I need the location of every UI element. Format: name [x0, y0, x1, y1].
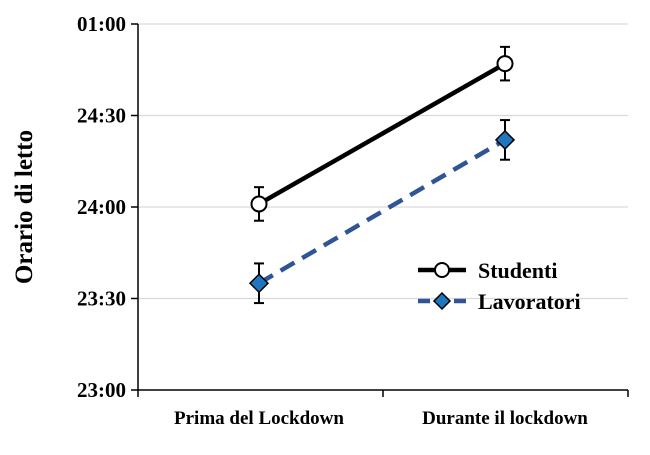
series-layer [248, 45, 516, 305]
legend-marker [432, 291, 452, 311]
y-tick-label: 23:00 [77, 378, 126, 402]
series-line-1 [257, 137, 507, 286]
data-point [250, 195, 268, 213]
label-layer: 23:00 23:30 24:00 24:30 01:00 Prima del Lockd… [77, 12, 588, 429]
y-tick-label: 24:30 [77, 104, 126, 128]
y-tick-label: 23:30 [77, 287, 126, 311]
legend-label: Studenti [478, 258, 557, 283]
series-line-0 [257, 61, 507, 206]
legend-marker [434, 262, 450, 278]
data-point [494, 129, 516, 150]
y-tick-label: 01:00 [77, 12, 126, 36]
x-tick-label: Prima del Lockdown [174, 408, 344, 429]
data-point [248, 273, 270, 294]
legend: Studenti Lavoratori [418, 258, 581, 314]
y-axis-title: Orario di letto [11, 130, 38, 284]
grid-layer [138, 23, 628, 300]
x-tick-label: Durante il lockdown [422, 408, 588, 429]
y-tick-label: 24:00 [77, 195, 126, 219]
axis-layer [131, 23, 629, 397]
data-point [496, 55, 514, 73]
legend-label: Lavoratori [478, 289, 581, 314]
